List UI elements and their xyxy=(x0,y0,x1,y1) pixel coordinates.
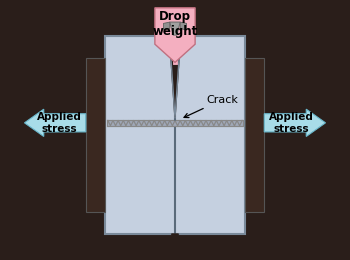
Bar xyxy=(86,58,105,212)
FancyArrow shape xyxy=(264,109,326,136)
Bar xyxy=(107,120,243,126)
Text: Applied
stress: Applied stress xyxy=(268,112,314,134)
Bar xyxy=(245,58,264,212)
Text: Drop
weight: Drop weight xyxy=(152,10,198,38)
Bar xyxy=(105,36,245,234)
FancyArrow shape xyxy=(25,109,86,136)
Polygon shape xyxy=(155,8,195,62)
Polygon shape xyxy=(180,22,187,30)
Text: Applied
stress: Applied stress xyxy=(36,112,82,134)
Polygon shape xyxy=(172,234,178,238)
Text: Crack: Crack xyxy=(184,95,238,118)
Polygon shape xyxy=(169,36,181,118)
Polygon shape xyxy=(163,22,170,30)
Polygon shape xyxy=(170,22,180,35)
